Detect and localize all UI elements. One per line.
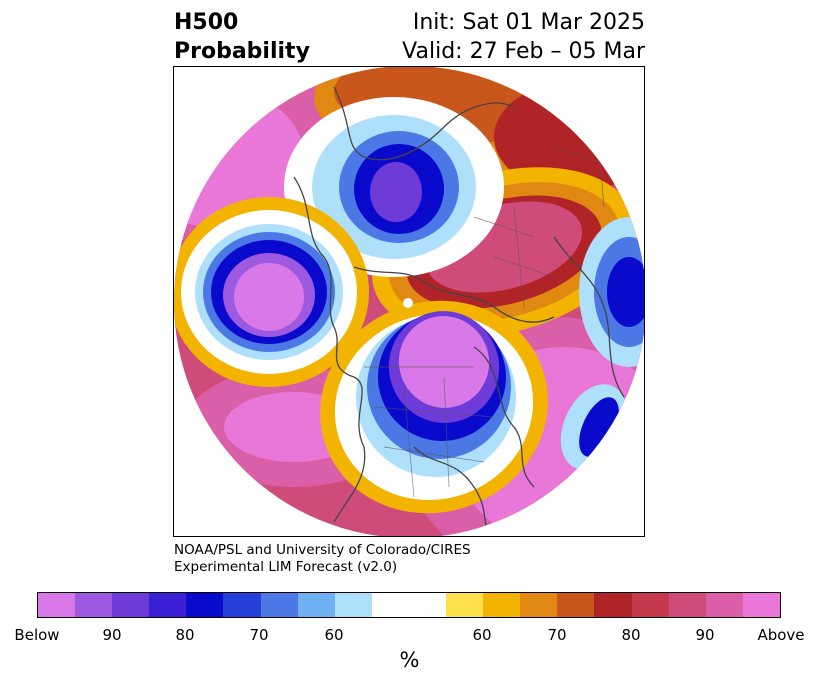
colorbar-segment — [186, 593, 224, 617]
colorbar-segment — [75, 593, 113, 617]
colorbar-tick-label: 80 — [175, 626, 195, 644]
colorbar-segment — [297, 593, 335, 617]
shaded-field — [174, 67, 644, 536]
europe-trough-80 — [607, 257, 644, 327]
colorbar-segment — [631, 593, 669, 617]
variable-subtitle: Probability — [174, 39, 310, 64]
coastlines — [293, 86, 625, 536]
colorbar-segment — [223, 593, 261, 617]
colorbar-segment — [520, 593, 558, 617]
init-time: Init: Sat 01 Mar 2025 — [412, 10, 645, 35]
credit-line-2: Experimental LIM Forecast (v2.0) — [174, 559, 398, 575]
colorbar-tick-label: 70 — [547, 626, 567, 644]
arctic-trough-90 — [370, 162, 422, 222]
colorbar-segment — [334, 593, 372, 617]
polar-map — [173, 66, 645, 537]
colorbar-tick-label: 60 — [324, 626, 344, 644]
colorbar-segment — [446, 593, 484, 617]
colorbar-segment — [112, 593, 150, 617]
colorbar-segment — [557, 593, 595, 617]
colorbar-segment — [483, 593, 521, 617]
valid-period: Valid: 27 Feb – 05 Mar — [402, 39, 645, 64]
title-block-left: H500 Probability — [174, 8, 310, 66]
colorbar-ticks: Below 90 80 70 60 60 70 80 90 Above — [0, 626, 819, 646]
colorbar-tick-label: 90 — [695, 626, 715, 644]
colorbar-tick-label: Below — [14, 626, 60, 644]
colorbar-segment — [668, 593, 706, 617]
probability-map-svg — [174, 67, 644, 536]
colorbar-tick-label: Above — [757, 626, 805, 644]
variable-title: H500 — [174, 10, 239, 35]
title-block-right: Init: Sat 01 Mar 2025 Valid: 27 Feb – 05… — [402, 8, 645, 66]
colorbar-tick-label: 70 — [249, 626, 269, 644]
colorbar-tick-label: 80 — [621, 626, 641, 644]
colorbar-segment — [371, 593, 447, 617]
gulf-alaska-trough-core — [234, 263, 304, 331]
credit-block: NOAA/PSL and University of Colorado/CIRE… — [174, 542, 471, 576]
north-pole-marker — [403, 298, 413, 308]
colorbar-tick-label: 90 — [102, 626, 122, 644]
colorbar-segment — [594, 593, 632, 617]
colorbar — [37, 592, 781, 618]
colorbar-segment — [260, 593, 298, 617]
colorbar-segment — [38, 593, 76, 617]
na-trough-core — [398, 316, 490, 408]
colorbar-segment — [149, 593, 187, 617]
colorbar-segment — [742, 593, 780, 617]
colorbar-segment — [705, 593, 743, 617]
colorbar-unit-label: % — [399, 648, 420, 672]
credit-line-1: NOAA/PSL and University of Colorado/CIRE… — [174, 542, 471, 558]
colorbar-tick-label: 60 — [472, 626, 492, 644]
